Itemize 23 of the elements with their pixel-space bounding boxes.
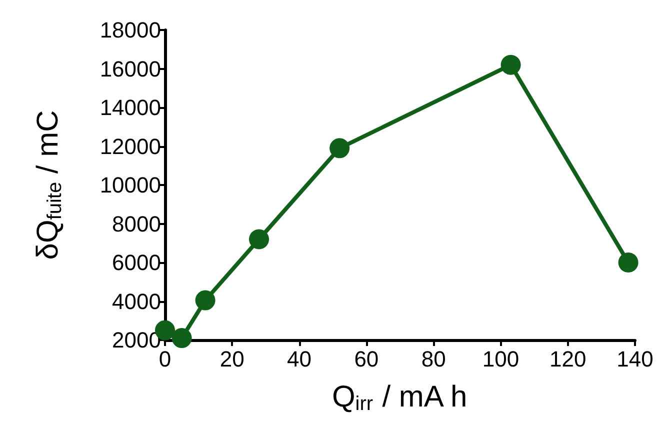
y-tick-label: 14000 (100, 95, 161, 120)
y-tick-label: 4000 (112, 288, 161, 314)
point (330, 138, 350, 158)
y-tick-label: 8000 (112, 211, 161, 236)
y-axis-title: δQfuite / mC (32, 110, 66, 260)
y-tick-label: 18000 (100, 18, 161, 42)
point (172, 328, 192, 348)
x-tick-label: 100 (482, 346, 520, 372)
point (618, 252, 638, 272)
y-tick-label: 12000 (100, 134, 161, 159)
x-tick-label: 60 (354, 346, 379, 372)
y-tick-label: 10000 (100, 172, 161, 198)
x-tick-label: 80 (421, 346, 446, 372)
point (195, 290, 216, 310)
x-tick-label: 120 (550, 346, 586, 372)
point (249, 229, 269, 250)
y-tick-label: 16000 (100, 56, 161, 82)
x-tick-label: 20 (220, 346, 244, 372)
x-tick-label: 140 (616, 346, 654, 372)
point (500, 54, 521, 75)
x-tick-label: 0 (158, 346, 172, 372)
y-tick-label: 6000 (112, 250, 161, 275)
x-tick-label: 40 (287, 346, 312, 372)
